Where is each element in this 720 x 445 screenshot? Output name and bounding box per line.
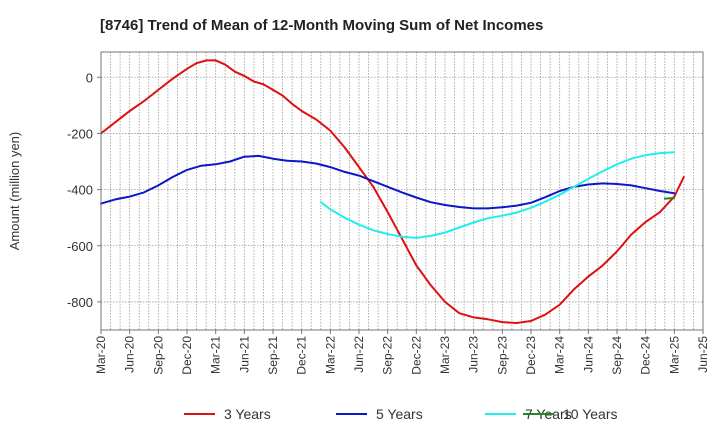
plot-area-frame [100, 51, 704, 331]
y-tick-label: -200 [67, 126, 93, 141]
x-tick-label: Dec-23 [524, 336, 538, 375]
x-tick-label: Dec-21 [295, 336, 309, 375]
x-tick-label: Sep-22 [381, 336, 395, 375]
x-tick-label: Dec-24 [639, 336, 653, 375]
x-tick-label: Jun-25 [696, 336, 710, 373]
y-axis-ticks: 0 -200 -400 -600 -800 [67, 70, 101, 310]
y-tick-label: -800 [67, 295, 93, 310]
x-tick-label: Mar-24 [553, 336, 567, 374]
y-axis-label: Amount (million yen) [7, 132, 22, 251]
series-lines [100, 59, 685, 324]
x-tick-label: Sep-21 [266, 336, 280, 375]
chart-title: [8746] Trend of Mean of 12-Month Moving … [100, 17, 543, 34]
series-line-2 [100, 154, 676, 210]
x-tick-label: Dec-20 [180, 336, 194, 375]
legend-label-1: 3 Years [224, 406, 271, 422]
y-tick-label: -400 [67, 183, 93, 198]
legend-label-4: 10 Years [563, 406, 618, 422]
x-tick-label: Mar-25 [667, 336, 681, 374]
x-tick-label: Dec-22 [409, 336, 423, 375]
x-tick-label: Jun-24 [581, 336, 595, 373]
x-tick-label: Mar-21 [209, 336, 223, 374]
x-tick-label: Mar-22 [323, 336, 337, 374]
x-tick-label: Sep-23 [495, 336, 509, 375]
series-line-1 [100, 59, 685, 324]
legend-label-2: 5 Years [376, 406, 423, 422]
x-tick-label: Mar-20 [94, 336, 108, 374]
x-tick-label: Sep-24 [610, 336, 624, 375]
x-tick-label: Jun-21 [237, 336, 251, 373]
x-tick-label: Jun-22 [352, 336, 366, 373]
x-tick-label: Jun-20 [123, 336, 137, 373]
series-line-4 [663, 197, 676, 200]
y-tick-label: -600 [67, 239, 93, 254]
y-tick-label: 0 [86, 70, 93, 85]
x-tick-label: Mar-23 [438, 336, 452, 374]
x-axis-ticks: Mar-20 Jun-20 Sep-20 Dec-20 Mar-21 Jun-21 Sep-… [94, 330, 710, 375]
x-tick-label: Sep-20 [151, 336, 165, 375]
grid-lines [101, 52, 703, 330]
x-tick-label: Jun-23 [467, 336, 481, 373]
series-line-3 [319, 151, 676, 239]
